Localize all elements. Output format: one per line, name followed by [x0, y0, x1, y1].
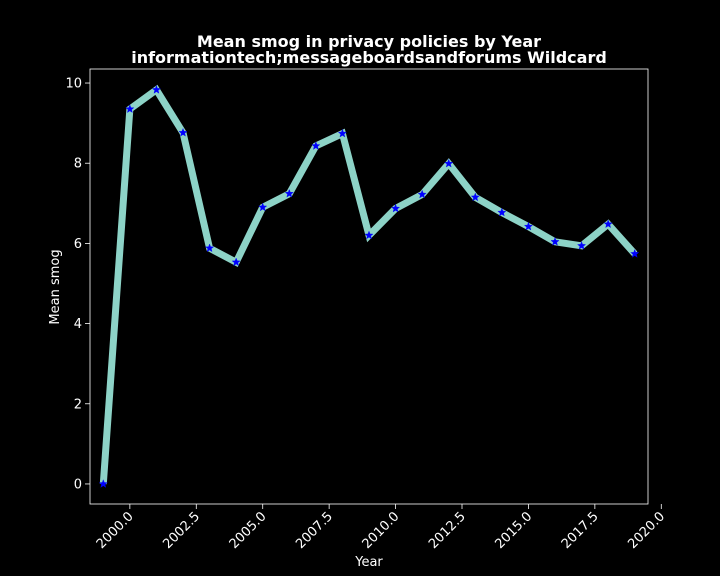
data-point: [364, 230, 374, 240]
data-point: [337, 128, 347, 138]
y-tick-label: 8: [74, 157, 82, 172]
data-point: [603, 219, 613, 228]
data-point: [391, 203, 401, 213]
y-tick-label: 4: [74, 317, 82, 332]
chart-title: Mean smog in privacy policies by Year: [197, 32, 541, 51]
data-point: [444, 158, 454, 168]
data-point: [417, 189, 427, 199]
chart-subtitle: informationtech;messageboardsandforums W…: [131, 48, 607, 67]
data-point: [178, 127, 188, 137]
data-point: [284, 188, 294, 198]
data-point: [151, 85, 161, 94]
data-point: [311, 141, 321, 150]
y-axis-label: Mean smog: [48, 249, 63, 324]
data-point: [470, 192, 480, 202]
y-tick-label: 2: [74, 397, 82, 412]
data-point: [523, 221, 533, 231]
y-tick-label: 6: [74, 237, 82, 252]
data-point: [550, 237, 560, 246]
data-point: [577, 241, 587, 250]
data-point: [205, 243, 215, 253]
data-point: [125, 104, 135, 113]
data-point: [497, 207, 507, 217]
data-point: [231, 257, 241, 267]
x-axis-label: Year: [354, 555, 383, 570]
data-point: [258, 202, 268, 212]
data-point: [630, 249, 640, 258]
plot-frame: [89, 68, 649, 505]
y-tick-label: 10: [65, 77, 82, 92]
data-point: [98, 479, 108, 488]
y-tick-label: 0: [74, 477, 82, 492]
